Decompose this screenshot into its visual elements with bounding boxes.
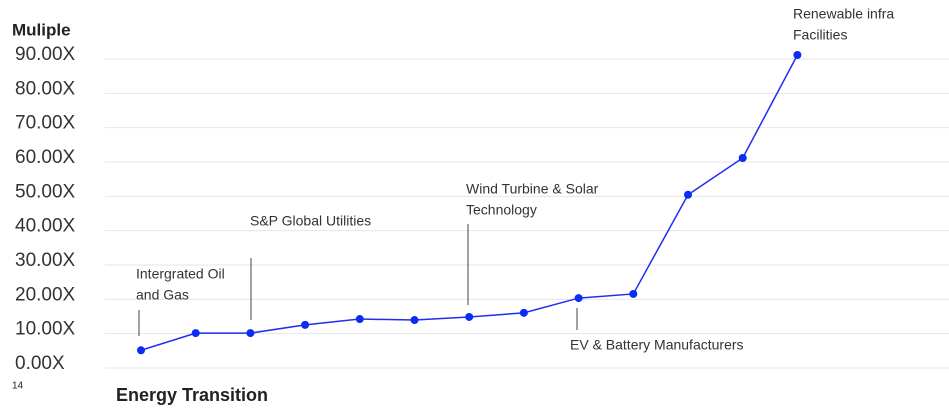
y-tick-label: 60.00X <box>15 147 76 168</box>
point <box>574 294 583 303</box>
point <box>519 308 528 317</box>
point <box>465 312 474 321</box>
page-number: 14 <box>12 381 24 392</box>
y-tick-label: 10.00X <box>15 319 76 340</box>
y-tick-label: 80.00X <box>15 78 76 99</box>
y-tick-label: 20.00X <box>15 284 76 305</box>
y-tick-label: 90.00X <box>15 44 76 65</box>
annotation: S&P Global Utilities <box>250 213 371 229</box>
annotation: Technology <box>466 202 537 218</box>
annotation: and Gas <box>136 287 189 303</box>
annotation: EV & Battery Manufacturers <box>570 337 744 353</box>
y-axis-label: Muliple <box>12 20 71 39</box>
y-tick-label: 70.00X <box>15 113 76 134</box>
y-tick-label: 40.00X <box>15 216 76 237</box>
annotation: Intergrated Oil <box>136 266 225 282</box>
point <box>793 51 802 59</box>
point <box>301 320 310 329</box>
annotation: Renewable infra <box>793 6 894 22</box>
y-tick-label: 50.00X <box>15 181 76 202</box>
point <box>684 190 692 199</box>
point <box>410 316 419 325</box>
y-tick-label: 0.00X <box>15 353 65 374</box>
annotation: Wind Turbine & Solar <box>466 181 599 197</box>
point <box>738 154 747 162</box>
x-axis-label: Energy Transition <box>116 385 268 405</box>
point <box>629 289 638 298</box>
point <box>191 329 200 338</box>
annotation: Facilities <box>793 27 847 43</box>
y-tick-label: 30.00X <box>15 250 76 271</box>
point <box>246 329 255 338</box>
point <box>137 346 145 355</box>
point <box>355 315 364 324</box>
